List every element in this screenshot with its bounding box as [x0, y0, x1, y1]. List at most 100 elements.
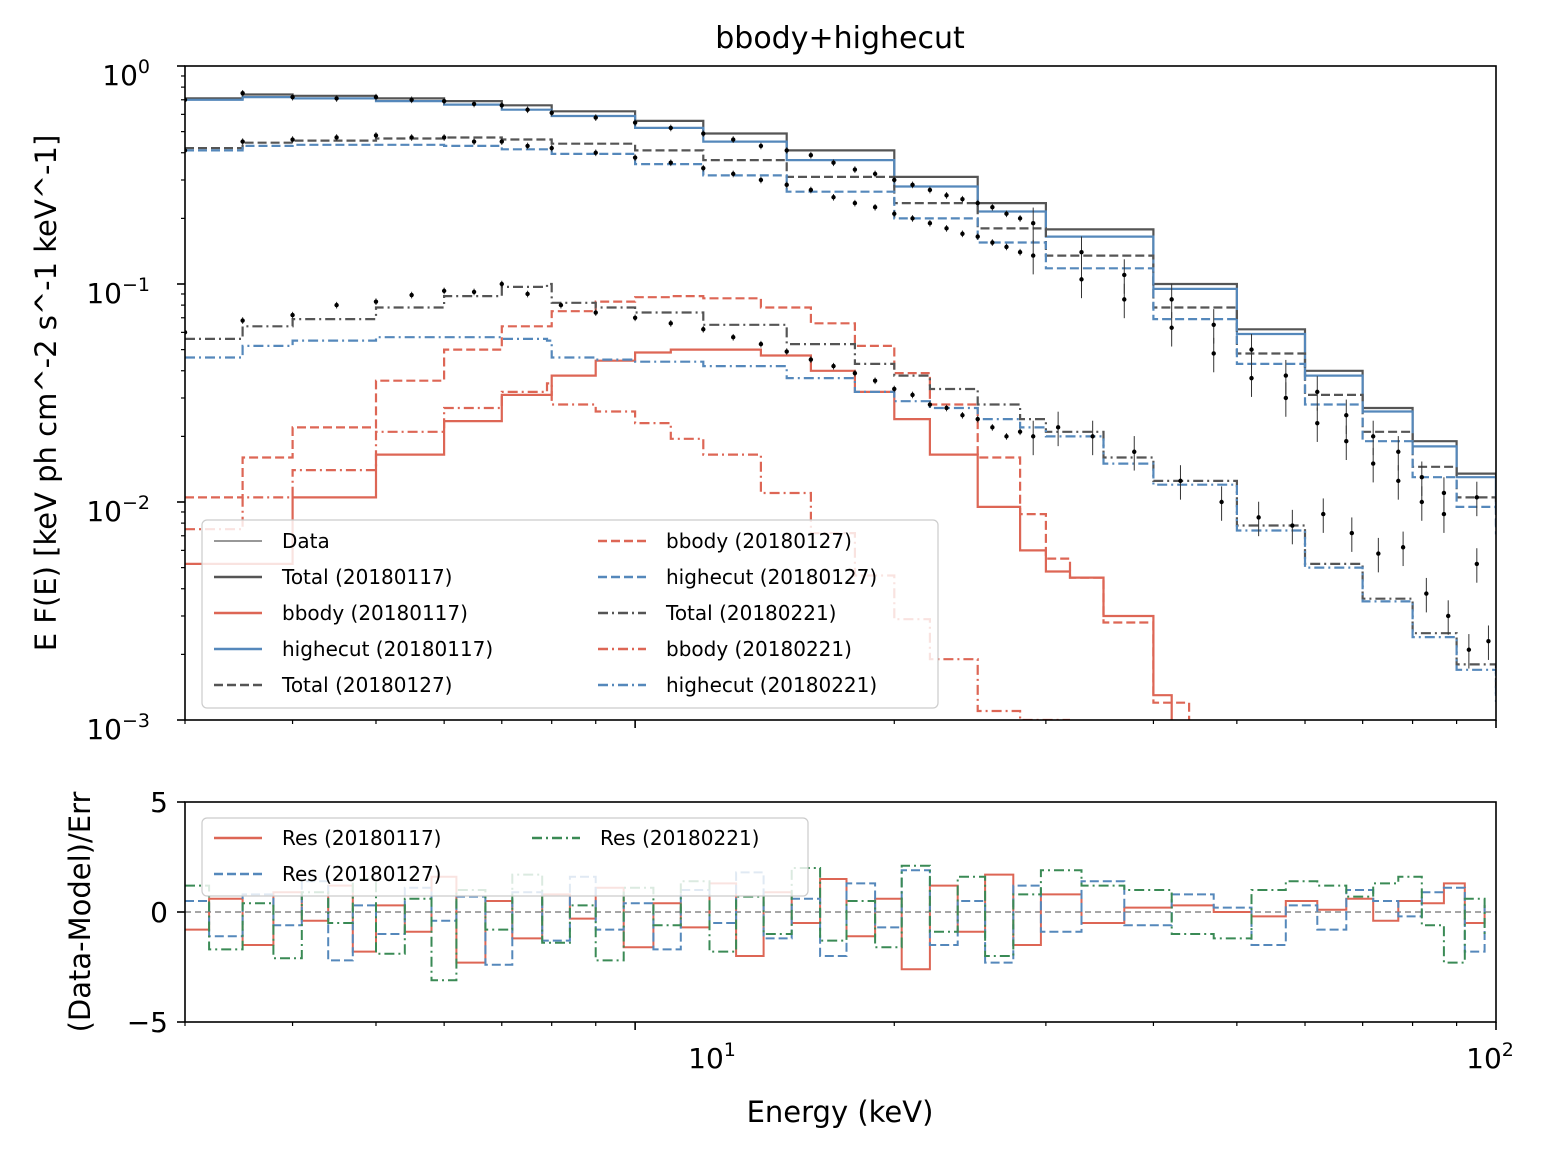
data-point-20180127	[731, 171, 736, 177]
data-point-20180117	[632, 120, 638, 125]
data-point-20180127	[872, 205, 878, 210]
data-point-20180127	[960, 231, 965, 236]
data-point-20180221	[525, 291, 530, 297]
data-point-20180221	[1400, 545, 1406, 550]
data-point-20180221	[892, 386, 897, 392]
data-point-20180221	[1376, 551, 1381, 556]
data-point-20180117	[1315, 389, 1320, 395]
data-point-20180127	[1441, 511, 1447, 517]
xtick-labels: 101 102	[688, 1039, 1514, 1075]
data-point-20180117	[990, 205, 995, 210]
data-point-20180221	[975, 416, 980, 422]
data-point-20180221	[240, 318, 245, 323]
data-point-20180117	[1169, 297, 1174, 302]
ytick-label-1e-2: 10−2	[86, 492, 150, 528]
data-point-20180127	[593, 150, 598, 155]
data-point-20180117	[927, 187, 933, 193]
data-point-20180127	[892, 211, 897, 216]
data-point-20180127	[409, 135, 414, 140]
data-point-20180117	[944, 193, 949, 198]
data-point-20180117	[1474, 495, 1480, 500]
data-point-20180221	[499, 281, 504, 287]
data-point-20180117	[409, 97, 414, 102]
legend-entry-data: Data	[282, 529, 330, 553]
data-point-20180221	[1349, 530, 1355, 536]
data-point-20180221	[927, 402, 933, 407]
legend-entry-total-20180221: Total (20180221)	[665, 601, 836, 625]
data-point-20180221	[944, 405, 949, 411]
legend-entry-bbody-20180221: bbody (20180221)	[666, 637, 852, 661]
ytick-label-1e-3: 10−3	[86, 710, 150, 746]
data-point-20180221	[409, 292, 414, 298]
data-point-20180117	[373, 94, 379, 100]
data-point-20180221	[1017, 429, 1023, 434]
ytick-label-minus5: −5	[127, 1006, 168, 1039]
data-point-20180221	[1132, 449, 1137, 454]
data-point-20180221	[910, 392, 915, 398]
series-line-bbody-20180127	[185, 295, 1191, 720]
residual-series-layer	[185, 864, 1496, 982]
spectrum-legend-box	[201, 519, 939, 709]
data-point-20180127	[831, 195, 836, 200]
data-point-20180221	[1290, 523, 1295, 528]
data-point-20180221	[1219, 499, 1224, 505]
spectrum-ticks	[177, 65, 1497, 728]
data-point-20180127	[1017, 249, 1023, 255]
residual-legend-handles	[214, 836, 580, 876]
data-point-20180127	[1030, 253, 1036, 258]
xtick-label-1e1: 101	[688, 1039, 736, 1075]
series-line-res-20180221	[185, 864, 1486, 982]
data-point-20180221	[784, 349, 789, 354]
data-point-20180221	[668, 321, 673, 326]
data-point-20180127	[668, 160, 673, 165]
data-point-20180117	[831, 160, 836, 165]
data-point-20180127	[1315, 420, 1320, 426]
data-point-20180221	[1055, 425, 1061, 430]
data-point-20180221	[1424, 591, 1429, 596]
data-point-20180221	[990, 425, 995, 430]
spectrum-ytick-labels: 100 10−1 10−2 10−3	[86, 56, 150, 746]
legend-entry-bbody-20180127: bbody (20180127)	[666, 529, 852, 553]
data-point-20180127	[441, 135, 447, 140]
xtick-label-1e2: 102	[1466, 1039, 1514, 1075]
data-point-20180127	[944, 226, 949, 231]
data-point-20180117	[525, 107, 530, 112]
data-point-20180221	[1090, 434, 1095, 439]
data-point-20180127	[240, 139, 245, 144]
data-point-20180117	[1017, 216, 1023, 221]
data-point-20180221	[290, 312, 295, 318]
data-point-20180117	[701, 131, 706, 136]
data-point-20180221	[852, 370, 858, 376]
data-point-20180117	[1249, 347, 1254, 352]
data-point-20180117	[1441, 490, 1447, 496]
spectrum-frame	[184, 65, 1497, 721]
series-line-bbody-20180117	[185, 348, 1173, 720]
data-point-20180127	[1474, 561, 1480, 567]
data-point-20180117	[668, 125, 673, 131]
data-point-20180127	[975, 234, 980, 239]
data-point-20180127	[808, 187, 814, 193]
data-point-20180117	[334, 96, 339, 101]
spectrum-ylabel: E F(E) [keV ph cm^-2 s^-1 keV^-1]	[29, 135, 63, 652]
data-point-20180127	[549, 145, 554, 151]
data-point-20180127	[927, 221, 933, 226]
data-point-20180117	[910, 182, 915, 188]
data-point-20180117	[1396, 449, 1401, 454]
legend-entry-res-20180221: Res (20180221)	[600, 826, 759, 850]
data-point-20180127	[1344, 439, 1349, 444]
spectrum-series-layer	[185, 89, 1496, 720]
residual-ylabel: (Data-Model)/Err	[63, 792, 97, 1033]
legend-entry-total-20180117: Total (20180117)	[281, 565, 452, 589]
data-point-20180127	[1004, 244, 1009, 250]
chart-title: bbody+highecut	[715, 21, 965, 56]
xlabel: Energy (keV)	[747, 1095, 934, 1129]
data-point-20180127	[1169, 325, 1174, 330]
data-point-20180127	[1211, 351, 1216, 356]
data-point-20180127	[1079, 277, 1084, 282]
data-point-20180127	[334, 135, 339, 140]
data-point-20180221	[1004, 434, 1009, 439]
data-point-20180127	[632, 155, 638, 160]
data-point-20180127	[1396, 478, 1401, 484]
data-point-20180127	[990, 240, 995, 245]
data-point-20180127	[471, 139, 477, 144]
